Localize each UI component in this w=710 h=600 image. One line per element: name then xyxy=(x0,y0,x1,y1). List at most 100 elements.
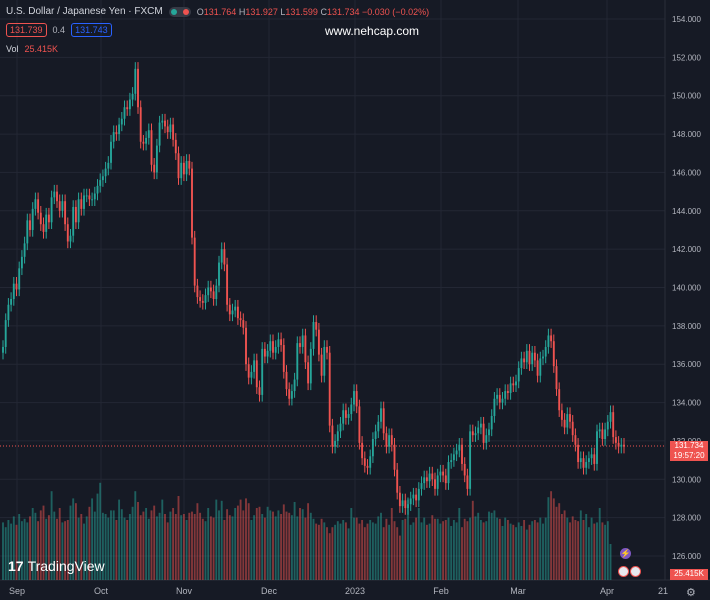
candle-body xyxy=(326,346,328,353)
candle-body xyxy=(177,153,180,179)
sell-price-button[interactable]: 131.739 xyxy=(6,23,47,37)
candle-body xyxy=(444,475,447,484)
candle-body xyxy=(455,450,458,455)
visibility-toggle[interactable] xyxy=(168,6,191,17)
volume-bar xyxy=(455,522,458,580)
candle-body xyxy=(209,287,212,292)
volume-bar xyxy=(53,511,56,580)
volume-bar xyxy=(231,516,234,580)
volume-bar xyxy=(110,510,112,580)
volume-bar xyxy=(488,511,490,580)
volume-bar xyxy=(123,517,126,580)
candle-body xyxy=(536,360,539,376)
volume-bar xyxy=(582,520,585,580)
x-tick-label: Oct xyxy=(94,586,109,596)
volume-bar xyxy=(137,502,139,580)
volume-bar xyxy=(385,518,388,580)
volume-bar xyxy=(452,520,455,580)
volume-bar xyxy=(412,522,415,580)
volume-bar xyxy=(531,521,534,580)
candle-body xyxy=(614,437,617,443)
volume-bar xyxy=(220,500,223,580)
volume-bar xyxy=(374,523,377,580)
volume-bar xyxy=(147,518,150,580)
settings-gear-icon[interactable]: ⚙ xyxy=(686,587,696,599)
lightning-icon[interactable]: ⚡ xyxy=(620,548,631,559)
candle-body xyxy=(623,444,625,447)
candle-body xyxy=(23,243,26,257)
candle-body xyxy=(47,214,50,223)
volume-bar xyxy=(128,514,131,580)
buy-price-button[interactable]: 131.743 xyxy=(71,23,112,37)
candle-body xyxy=(39,212,42,225)
symbol-header: U.S. Dollar / Japanese Yen · FXCM O131.7… xyxy=(6,6,429,17)
us-flag-icon[interactable] xyxy=(618,566,629,577)
volume-bar xyxy=(26,522,29,580)
volume-bar xyxy=(161,499,164,580)
volume-bar xyxy=(69,505,72,580)
volume-bar xyxy=(425,524,428,580)
volume-bar xyxy=(315,523,318,580)
last-price-tag: 131.734 xyxy=(670,441,708,451)
volume-bar xyxy=(371,522,374,580)
candle-body xyxy=(58,201,61,211)
candle-body xyxy=(450,460,453,463)
candle-body xyxy=(158,122,161,146)
volume-bar xyxy=(369,520,372,580)
volume-bar xyxy=(209,516,212,580)
jp-flag-icon[interactable] xyxy=(630,566,641,577)
volume-bar xyxy=(58,508,61,580)
volume-bar xyxy=(272,511,274,580)
volume-bar xyxy=(269,510,272,580)
volume-bar xyxy=(404,518,407,580)
x-tick-label: 2023 xyxy=(345,586,365,596)
volume-bar xyxy=(169,511,172,580)
volume-bar xyxy=(326,527,328,580)
y-tick-label: 148.000 xyxy=(672,130,701,139)
candle-body xyxy=(452,454,455,461)
volume-bar xyxy=(555,506,558,580)
candle-body xyxy=(350,404,353,415)
event-flags xyxy=(618,566,641,577)
candle-body xyxy=(490,415,493,430)
volume-bar xyxy=(180,515,183,580)
candle-body xyxy=(442,471,445,476)
volume-bar xyxy=(393,521,396,580)
volume-bar xyxy=(150,510,153,580)
volume-bar xyxy=(366,523,369,580)
candle-body xyxy=(328,352,331,426)
volume-bar xyxy=(552,498,555,580)
volume-bar xyxy=(350,508,353,580)
candle-body xyxy=(85,195,88,197)
candle-body xyxy=(74,206,77,223)
volume-bar xyxy=(174,514,177,580)
x-tick-label: Nov xyxy=(176,586,193,596)
candle-body xyxy=(488,429,490,436)
volume-bar xyxy=(506,520,509,580)
x-tick-label: Feb xyxy=(433,586,449,596)
spread-value: 0.4 xyxy=(52,25,66,35)
volume-bar xyxy=(182,514,185,580)
candle-body xyxy=(358,406,361,443)
candle-body xyxy=(412,494,415,499)
candle-body xyxy=(4,320,7,347)
volume-bar xyxy=(415,517,418,580)
volume-bar xyxy=(64,521,67,580)
volume-bar xyxy=(382,527,385,580)
volume-bar xyxy=(420,522,423,580)
candle-body xyxy=(617,442,620,447)
volume-bar xyxy=(466,521,469,580)
volume-tag: 25.415K xyxy=(670,569,708,580)
candle-body xyxy=(493,398,496,416)
candle-body xyxy=(474,433,477,436)
volume-bar xyxy=(504,517,507,580)
candle-body xyxy=(2,346,4,353)
volume-bar xyxy=(542,523,544,580)
candle-body xyxy=(80,199,83,209)
volume-bar xyxy=(39,510,42,580)
symbol-title[interactable]: U.S. Dollar / Japanese Yen · FXCM xyxy=(6,6,163,17)
candle-body xyxy=(31,208,34,230)
candle-body xyxy=(15,283,18,290)
volume-bar xyxy=(107,517,110,580)
